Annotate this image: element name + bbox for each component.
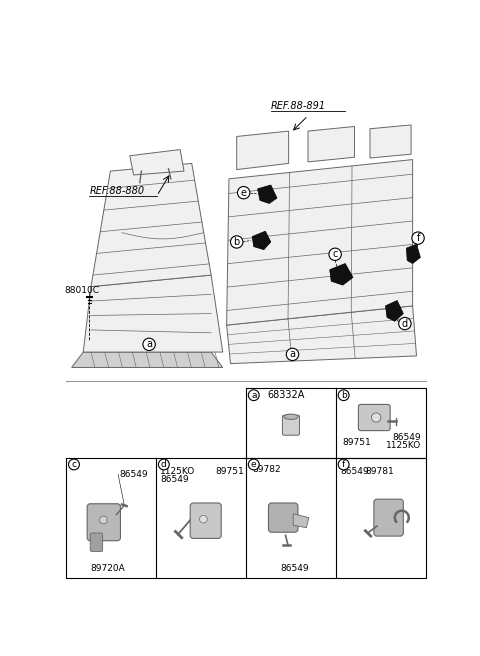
Polygon shape [385,300,403,321]
Circle shape [69,459,79,470]
Text: d: d [402,319,408,329]
FancyBboxPatch shape [282,415,300,435]
Circle shape [338,390,349,401]
Circle shape [372,413,381,422]
Text: 89781: 89781 [365,467,394,476]
Text: f: f [416,233,420,243]
Circle shape [99,516,107,523]
Text: 86549: 86549 [340,467,369,476]
Polygon shape [407,244,420,264]
Text: 89751: 89751 [342,438,371,447]
Text: 86549: 86549 [393,433,421,442]
Text: a: a [289,350,296,359]
Circle shape [338,459,349,470]
Circle shape [286,348,299,361]
Circle shape [200,516,207,523]
FancyBboxPatch shape [359,405,390,430]
Text: 1125KO: 1125KO [386,441,421,450]
Polygon shape [237,131,288,170]
Text: b: b [234,237,240,247]
Polygon shape [227,306,417,363]
Circle shape [412,232,424,244]
Polygon shape [370,125,411,158]
Text: 89720A: 89720A [90,564,125,573]
Circle shape [230,236,243,248]
Text: d: d [161,460,167,469]
Text: REF.88-880: REF.88-880 [89,186,144,195]
Text: f: f [342,460,345,469]
Circle shape [158,459,169,470]
FancyBboxPatch shape [374,499,403,536]
FancyBboxPatch shape [90,533,103,552]
Polygon shape [258,185,277,203]
Text: 88010C: 88010C [65,286,100,295]
Text: 86549: 86549 [280,564,309,573]
Polygon shape [91,163,211,287]
Text: a: a [251,391,256,400]
Circle shape [248,459,259,470]
Text: 1125KO: 1125KO [160,467,195,476]
Text: 86549: 86549 [160,475,189,483]
Text: b: b [341,391,347,400]
Text: c: c [333,249,338,259]
Polygon shape [293,514,309,527]
FancyBboxPatch shape [87,504,120,541]
Text: 68332A: 68332A [268,390,305,400]
FancyBboxPatch shape [268,503,298,532]
Polygon shape [72,352,223,367]
Circle shape [329,248,341,260]
FancyBboxPatch shape [190,503,221,539]
Circle shape [399,318,411,330]
Text: REF.88-891: REF.88-891 [271,101,326,111]
Circle shape [248,390,259,401]
Polygon shape [130,150,184,175]
Polygon shape [308,127,355,162]
Ellipse shape [284,414,298,419]
Polygon shape [252,231,271,250]
Text: a: a [146,339,152,350]
Polygon shape [83,275,223,352]
Text: 86549: 86549 [119,470,147,479]
Polygon shape [227,159,413,325]
Polygon shape [330,264,353,285]
Text: 89782: 89782 [252,464,281,474]
Text: e: e [240,188,247,197]
Text: e: e [251,460,257,469]
Circle shape [238,186,250,199]
Text: c: c [72,460,76,469]
Text: 89751: 89751 [215,467,244,476]
Circle shape [143,338,156,350]
